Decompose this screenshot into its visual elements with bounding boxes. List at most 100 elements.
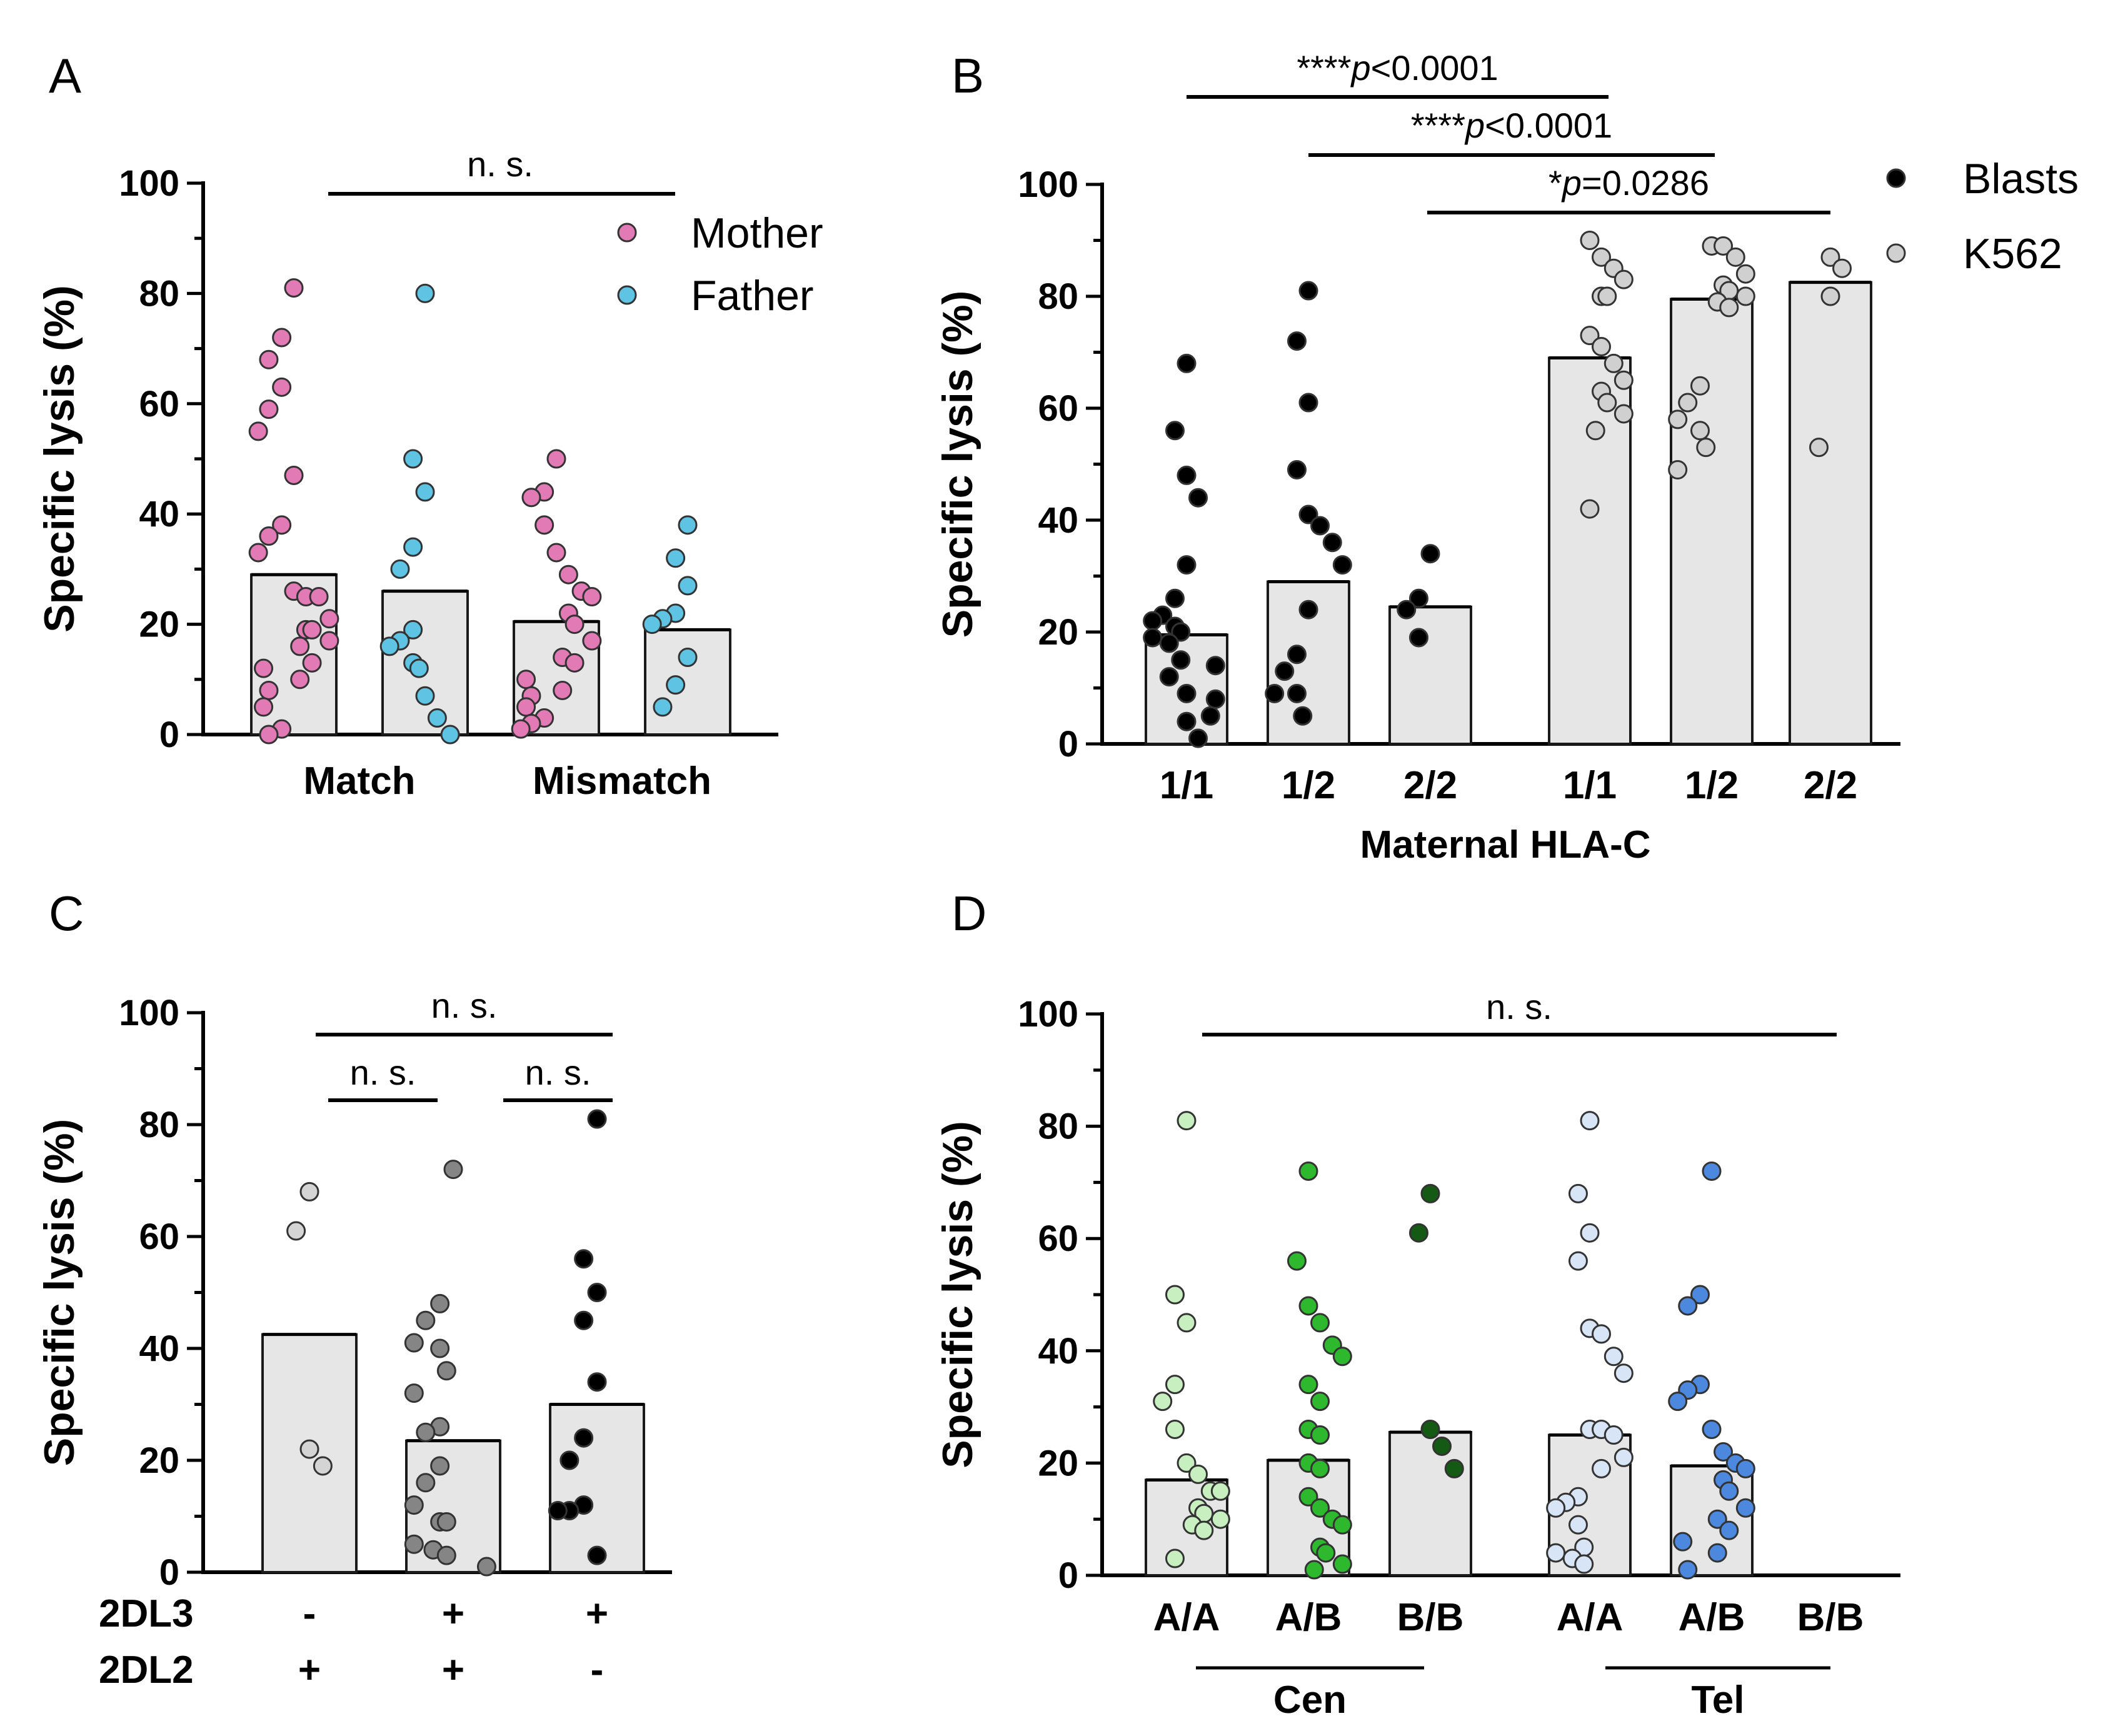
data-point: [1332, 1347, 1352, 1367]
data-point: [1143, 628, 1163, 648]
data-point: [1408, 588, 1428, 608]
data-point: [1200, 706, 1220, 726]
data-point: [286, 1221, 306, 1241]
data-point: [272, 515, 292, 535]
data-point: [1165, 1420, 1185, 1440]
significance-label: ****p<0.0001: [1411, 106, 1612, 145]
data-point: [1592, 1458, 1612, 1478]
data-point: [259, 349, 279, 369]
data-point: [1177, 1453, 1197, 1473]
significance-p-symbol: p: [1561, 163, 1582, 203]
data-point: [521, 488, 541, 508]
x-tick-label: B/B: [1397, 1596, 1464, 1639]
y-axis-label: Specific lysis (%): [36, 1119, 83, 1467]
bar: [1670, 298, 1754, 746]
data-point: [1159, 633, 1179, 653]
data-point: [546, 543, 566, 563]
data-point: [272, 328, 292, 348]
data-point: [1580, 231, 1600, 250]
y-tick-label: 40: [139, 494, 179, 534]
data-point: [582, 587, 602, 606]
data-point: [404, 1383, 424, 1403]
data-point: [1707, 1543, 1727, 1563]
data-point: [1165, 1285, 1185, 1305]
significance-p-symbol: p: [1350, 48, 1371, 88]
data-point: [678, 515, 698, 535]
data-point: [319, 609, 339, 629]
data-point: [415, 482, 435, 502]
data-point: [1719, 298, 1739, 318]
data-point: [535, 515, 555, 535]
legend-marker: [617, 223, 637, 243]
data-point: [1614, 1363, 1634, 1383]
data-point: [1592, 337, 1612, 357]
genotype-symbol: -: [303, 1592, 316, 1635]
y-tick-label: 80: [1038, 1106, 1078, 1147]
data-point: [1287, 1251, 1307, 1271]
data-point: [1604, 353, 1624, 373]
data-point: [430, 1338, 450, 1358]
data-point: [1820, 286, 1840, 306]
significance-stars: ****: [1411, 106, 1465, 145]
significance-p-value: <0.0001: [1371, 48, 1498, 88]
data-point: [309, 587, 329, 606]
data-point: [587, 1109, 607, 1129]
data-point: [1580, 326, 1600, 346]
data-point: [1177, 555, 1197, 575]
data-point: [587, 1372, 607, 1392]
data-point: [404, 1534, 424, 1554]
data-point: [1614, 1447, 1634, 1467]
data-point: [678, 648, 698, 668]
x-tick-label: A/A: [1557, 1596, 1624, 1639]
data-point: [427, 708, 447, 728]
significance-stars: *: [1548, 163, 1562, 203]
group-label: Cen: [1273, 1678, 1347, 1722]
data-point: [1580, 1223, 1600, 1243]
y-tick-label: 60: [139, 384, 179, 424]
data-point: [1714, 236, 1734, 256]
data-point: [1568, 1183, 1588, 1203]
y-tick-label: 0: [159, 1552, 179, 1593]
legend-label: Blasts: [1963, 155, 2079, 203]
data-point: [403, 449, 423, 469]
data-point: [390, 559, 410, 579]
row-label: 2DL2: [99, 1648, 194, 1692]
data-point: [1614, 404, 1634, 424]
data-point: [404, 1333, 424, 1353]
x-tick-label: A/B: [1275, 1596, 1342, 1639]
significance-label: *p=0.0286: [1548, 163, 1709, 203]
data-point: [1177, 1111, 1197, 1131]
data-point: [1171, 622, 1191, 642]
data-point: [409, 658, 429, 678]
data-point: [653, 697, 673, 717]
data-point: [1614, 269, 1634, 289]
data-point: [1702, 1420, 1722, 1440]
data-point: [1668, 459, 1688, 479]
data-point: [1275, 661, 1295, 681]
data-point: [548, 1501, 568, 1521]
data-point: [1585, 421, 1605, 441]
data-point: [440, 725, 460, 745]
bar: [644, 628, 731, 736]
data-point: [1673, 1532, 1693, 1552]
x-tick-label: 2/2: [1403, 764, 1457, 807]
data-point: [1690, 421, 1710, 441]
data-point: [511, 719, 531, 739]
y-tick-label: 0: [159, 715, 179, 755]
data-point: [1205, 689, 1225, 709]
data-point: [1580, 1111, 1600, 1131]
x-axis-label: Maternal HLA-C: [1360, 823, 1650, 866]
data-point: [1171, 650, 1191, 670]
data-point: [1696, 438, 1716, 458]
data-point: [284, 278, 304, 298]
data-point: [1432, 1436, 1452, 1456]
data-point: [1287, 683, 1307, 703]
data-point: [1153, 1392, 1173, 1412]
data-point: [1735, 1458, 1755, 1478]
data-point: [415, 283, 435, 303]
data-point: [1614, 370, 1634, 390]
bar: [1548, 356, 1632, 745]
data-point: [1408, 1223, 1428, 1243]
data-point: [403, 537, 423, 557]
data-point: [302, 653, 322, 673]
